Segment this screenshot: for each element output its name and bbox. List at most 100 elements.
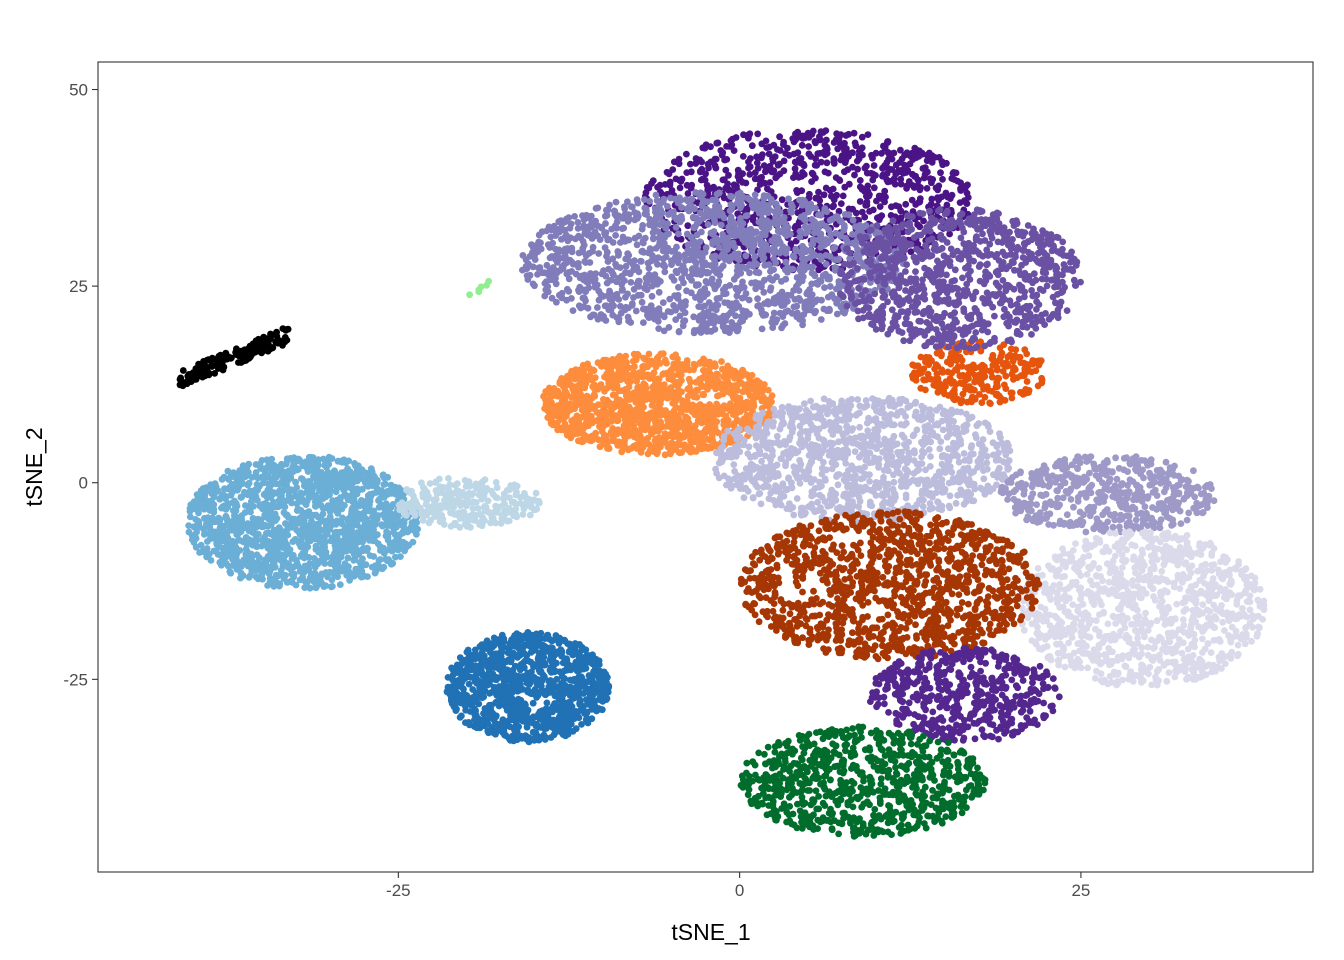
data-point [617, 376, 624, 384]
data-point [222, 349, 230, 357]
data-point [648, 372, 656, 379]
data-point [517, 493, 524, 501]
cluster-series-3 [443, 629, 613, 746]
data-point [227, 491, 235, 499]
data-point [252, 469, 260, 476]
data-point [456, 682, 463, 689]
data-point [193, 521, 201, 529]
data-point [268, 544, 276, 551]
data-point [349, 504, 357, 512]
data-point [367, 527, 375, 535]
data-point [327, 486, 335, 494]
data-point [532, 489, 540, 497]
data-point [1017, 359, 1025, 367]
data-point [664, 415, 672, 423]
data-point [403, 486, 411, 493]
data-point [748, 142, 756, 150]
data-point [512, 682, 520, 690]
data-point [471, 723, 478, 730]
data-point [570, 676, 578, 683]
data-point [352, 462, 359, 470]
data-point [220, 363, 228, 371]
data-point [402, 543, 410, 551]
data-point [236, 547, 244, 554]
data-point [466, 482, 473, 490]
data-point [669, 388, 676, 396]
data-point [985, 387, 993, 394]
data-point [315, 529, 323, 537]
data-point [480, 492, 488, 500]
data-point [581, 384, 589, 392]
data-point [468, 499, 475, 506]
data-point [547, 677, 554, 684]
data-point [948, 369, 956, 377]
data-point [307, 493, 314, 501]
data-point [571, 393, 578, 401]
data-point [300, 554, 308, 562]
data-point [202, 546, 210, 554]
data-point [412, 497, 419, 505]
data-point [699, 391, 707, 398]
data-point [255, 474, 262, 482]
data-point [637, 449, 645, 456]
data-point [519, 511, 527, 518]
data-point [589, 656, 597, 664]
data-point [582, 432, 590, 440]
data-point [884, 178, 892, 186]
data-point [588, 715, 596, 723]
data-point [416, 504, 424, 512]
data-point [465, 680, 473, 688]
data-point [758, 397, 766, 405]
data-point [482, 503, 490, 511]
data-point [358, 524, 366, 532]
data-point [602, 421, 610, 428]
data-point [235, 566, 242, 573]
data-point [492, 479, 500, 486]
data-point [276, 580, 284, 588]
data-point [730, 420, 738, 427]
data-point [265, 337, 273, 344]
data-point [310, 474, 318, 482]
data-point [833, 191, 840, 199]
data-point [200, 531, 208, 538]
data-point [756, 379, 763, 387]
data-point [413, 519, 420, 526]
data-point [830, 202, 837, 210]
data-point [436, 483, 444, 491]
data-point [695, 444, 703, 452]
data-point [625, 431, 633, 438]
data-point [474, 678, 481, 685]
data-point [226, 526, 234, 534]
data-point [966, 363, 974, 371]
data-point [547, 392, 555, 400]
data-point [245, 561, 253, 568]
data-point [748, 371, 756, 379]
data-point [233, 502, 241, 510]
data-point [322, 517, 329, 525]
data-point [463, 502, 470, 510]
data-point [501, 500, 508, 508]
data-point [567, 683, 574, 691]
data-point [312, 462, 319, 470]
data-point [284, 531, 292, 539]
data-point [580, 366, 587, 374]
data-point [679, 404, 687, 412]
data-point [677, 371, 685, 379]
data-point [307, 537, 314, 545]
data-point [704, 378, 712, 386]
data-point [593, 707, 600, 715]
data-point [599, 669, 606, 677]
data-point [254, 575, 262, 583]
data-point [359, 498, 367, 506]
data-point [561, 637, 568, 644]
data-point [317, 514, 324, 522]
data-point [523, 723, 531, 731]
data-point [346, 576, 353, 584]
data-point [285, 492, 293, 499]
data-point [247, 536, 254, 544]
data-point [532, 722, 540, 730]
data-point [711, 423, 719, 431]
data-point [805, 143, 812, 150]
data-point [543, 699, 551, 707]
data-point [277, 551, 285, 558]
